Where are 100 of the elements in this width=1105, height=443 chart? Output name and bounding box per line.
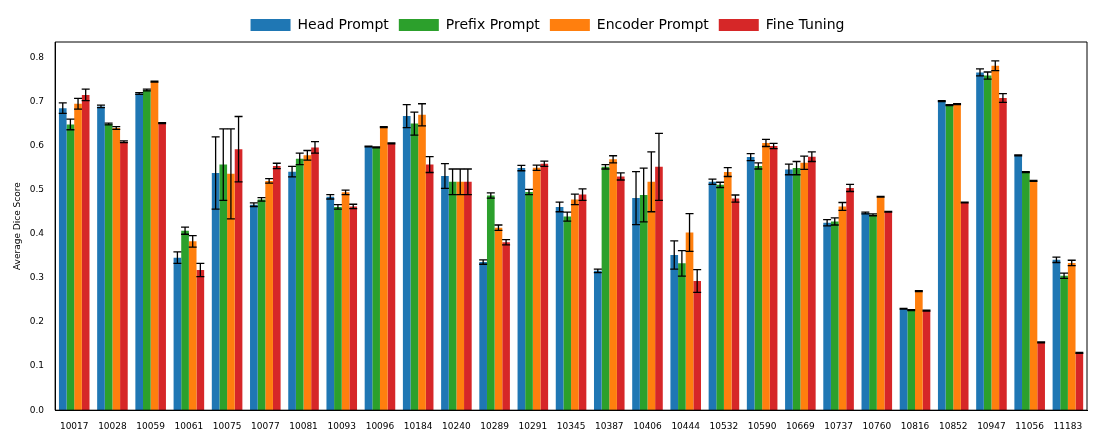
x-tick-label: 10077 <box>250 420 280 431</box>
bar <box>1052 259 1061 411</box>
bar <box>792 168 801 411</box>
bar <box>999 98 1007 411</box>
bar <box>181 230 189 411</box>
bar <box>265 180 273 411</box>
bar <box>272 165 281 411</box>
x-tick-label: 10387 <box>594 420 624 431</box>
bar <box>678 263 686 411</box>
y-tick-label: 0.8 <box>29 51 45 62</box>
bar <box>494 227 503 411</box>
x-tick-label: 10017 <box>59 420 89 431</box>
bar <box>418 114 426 411</box>
bar <box>364 146 373 411</box>
bar <box>425 164 434 411</box>
bar <box>716 184 724 411</box>
x-tick-label: 10240 <box>442 420 471 431</box>
bar <box>532 167 541 411</box>
bar <box>655 166 663 411</box>
x-tick-label: 10760 <box>862 420 892 431</box>
bar <box>402 116 411 411</box>
bar <box>479 262 487 411</box>
bar <box>135 93 144 411</box>
bar <box>1029 180 1038 411</box>
bar <box>861 213 870 411</box>
bar <box>196 269 205 411</box>
bar <box>922 310 931 411</box>
bar <box>876 196 885 411</box>
bar <box>693 281 701 411</box>
bar <box>609 159 617 411</box>
y-tick-label: 0.6 <box>29 139 45 150</box>
x-tick-label: 10345 <box>556 420 586 431</box>
bar <box>769 146 778 411</box>
bar <box>647 181 656 411</box>
bar <box>830 221 839 411</box>
bar <box>616 176 625 411</box>
bar <box>295 158 304 411</box>
bar <box>983 75 992 411</box>
bar <box>372 147 380 411</box>
bar <box>838 206 847 411</box>
bar <box>104 124 113 411</box>
bar <box>326 196 335 411</box>
bar <box>303 155 312 411</box>
bar <box>723 172 732 411</box>
bar <box>173 257 182 411</box>
bar <box>379 127 388 411</box>
bar <box>112 127 121 411</box>
bar <box>525 191 533 411</box>
x-tick-label: 10081 <box>289 420 318 431</box>
bar <box>571 199 579 411</box>
bar <box>334 206 342 411</box>
bar <box>976 72 984 411</box>
bar <box>578 194 587 411</box>
bar <box>250 204 258 411</box>
bar <box>800 162 809 411</box>
x-tick-label: 10075 <box>212 420 242 431</box>
x-tick-label: 10947 <box>977 420 1006 431</box>
bar <box>762 142 770 411</box>
bar <box>219 164 228 411</box>
bar <box>785 169 793 411</box>
bar <box>341 192 350 411</box>
bar <box>58 108 67 411</box>
bar <box>288 171 296 411</box>
x-tick-label: 11183 <box>1053 420 1083 431</box>
bar <box>708 181 717 411</box>
bar <box>960 202 969 411</box>
x-tick-label: 11056 <box>1015 420 1045 431</box>
bar <box>1022 172 1030 411</box>
bar <box>915 291 923 411</box>
y-tick-label: 0.7 <box>29 95 45 106</box>
x-tick-label: 10737 <box>824 420 853 431</box>
bar <box>456 181 465 411</box>
bar <box>257 199 266 411</box>
bar <box>311 147 319 411</box>
x-tick-label: 10816 <box>900 420 930 431</box>
x-tick-label: 10184 <box>403 420 433 431</box>
bar <box>81 94 90 411</box>
bar <box>66 124 75 411</box>
bar <box>158 123 166 411</box>
bar <box>410 123 419 411</box>
bar <box>234 149 243 411</box>
bar <box>464 181 472 411</box>
bar <box>1067 262 1076 411</box>
bar <box>150 81 159 411</box>
bar <box>563 216 572 411</box>
x-tick-label: 10093 <box>327 420 357 431</box>
bar <box>188 241 197 411</box>
x-tick-label: 10289 <box>480 420 510 431</box>
bar <box>991 65 1000 411</box>
legend-label: Fine Tuning <box>765 15 845 32</box>
bar <box>555 206 564 411</box>
bar <box>227 173 235 411</box>
bar <box>540 163 549 411</box>
y-axis-title: Average Dice Score <box>11 181 22 271</box>
bar <box>448 181 457 411</box>
x-tick-label: 10059 <box>136 420 166 431</box>
y-tick-label: 0.3 <box>29 272 45 283</box>
x-tick-label: 10028 <box>98 420 128 431</box>
bar <box>502 242 510 411</box>
bar <box>754 165 763 411</box>
